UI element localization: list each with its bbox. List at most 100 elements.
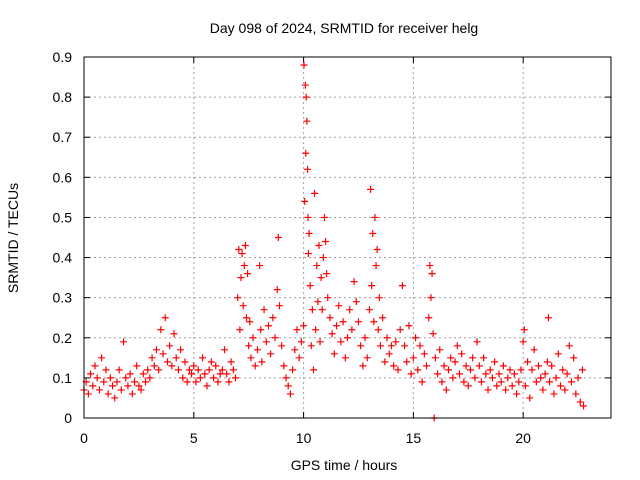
data-point (181, 358, 189, 366)
data-point (570, 354, 578, 362)
data-point (280, 362, 288, 370)
data-point (278, 342, 286, 350)
data-point (403, 358, 411, 366)
data-point (330, 350, 338, 358)
data-point (148, 354, 156, 362)
data-point (491, 358, 499, 366)
data-point (291, 346, 299, 354)
x-tick-label: 5 (190, 430, 198, 446)
data-point (207, 358, 215, 366)
data-point (308, 306, 316, 314)
data-point (359, 362, 367, 370)
y-tick-label: 0.4 (53, 250, 73, 266)
x-tick-label: 0 (80, 430, 88, 446)
data-point (306, 282, 314, 290)
data-point (371, 213, 379, 221)
data-point (554, 350, 562, 358)
y-tick-label: 0.5 (53, 209, 73, 225)
data-point (369, 229, 377, 237)
data-point (188, 370, 196, 378)
data-point (284, 382, 292, 390)
data-point (247, 354, 255, 362)
plot-frame (83, 56, 612, 419)
data-point (111, 394, 119, 402)
data-point (372, 262, 380, 270)
data-point (144, 366, 152, 374)
data-point (333, 322, 341, 330)
data-point (322, 238, 330, 246)
data-point (304, 250, 312, 258)
y-tick-label: 0.3 (53, 290, 73, 306)
data-point (412, 334, 420, 342)
data-point (451, 358, 459, 366)
data-point (249, 334, 257, 342)
data-point (414, 366, 422, 374)
data-point (328, 330, 336, 338)
data-point (260, 306, 268, 314)
data-point (559, 366, 567, 374)
y-tick-label: 0 (64, 410, 72, 426)
data-point (348, 326, 356, 334)
data-point (405, 322, 413, 330)
data-point (335, 302, 343, 310)
data-point (407, 370, 415, 378)
data-point (274, 234, 282, 241)
data-point (216, 370, 224, 378)
x-tick-label: 15 (406, 430, 422, 446)
data-point (480, 354, 488, 362)
data-point (275, 302, 283, 310)
data-point (192, 378, 200, 386)
data-point (420, 350, 428, 358)
data-point (317, 274, 325, 282)
data-point (196, 374, 204, 382)
data-point (137, 386, 145, 394)
data-point (210, 374, 218, 382)
data-point (312, 326, 320, 334)
data-point (203, 382, 211, 390)
data-point (300, 322, 308, 330)
data-point (168, 362, 176, 370)
data-point (269, 314, 277, 322)
data-point (392, 338, 400, 346)
x-axis-label: GPS time / hours (291, 457, 398, 473)
data-point (466, 366, 474, 374)
data-point (316, 338, 324, 346)
data-point (521, 382, 529, 390)
data-point (122, 374, 130, 382)
data-point (381, 358, 389, 366)
data-point (128, 390, 136, 398)
data-point (526, 394, 534, 402)
x-tick-label: 10 (296, 430, 312, 446)
data-point (235, 246, 243, 254)
data-point (295, 354, 303, 362)
data-point (161, 314, 169, 322)
data-point (455, 370, 463, 378)
data-point (179, 374, 187, 382)
data-point (524, 358, 532, 366)
data-point (367, 185, 375, 193)
data-point (232, 374, 240, 382)
data-point (237, 274, 245, 282)
data-point (311, 189, 319, 197)
data-point (574, 374, 582, 382)
y-tick-label: 0.6 (53, 169, 73, 185)
data-point (398, 282, 406, 290)
data-point (302, 149, 310, 157)
data-point (212, 362, 220, 370)
data-point (401, 342, 409, 350)
data-point (253, 346, 261, 354)
data-point (91, 362, 99, 370)
data-point (246, 318, 254, 326)
data-point (264, 322, 272, 330)
x-tick-label: 20 (515, 430, 531, 446)
data-point (449, 374, 457, 382)
data-point (425, 314, 433, 322)
data-point (365, 306, 373, 314)
data-point (271, 334, 279, 342)
data-point (469, 354, 477, 362)
data-point (286, 390, 294, 398)
data-point (416, 342, 424, 350)
data-point (390, 362, 398, 370)
data-point (205, 366, 213, 374)
data-point (374, 326, 382, 334)
